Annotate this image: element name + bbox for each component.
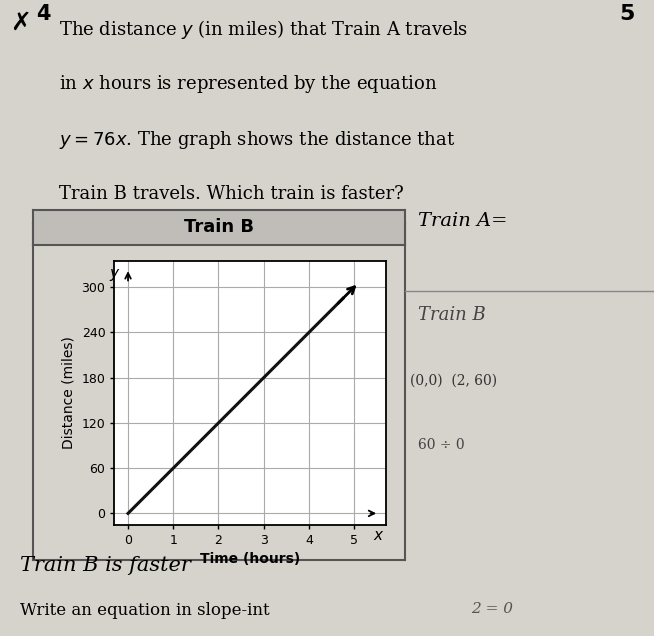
Text: Train B travels. Which train is faster?: Train B travels. Which train is faster? [59,184,404,203]
Text: 60 ÷ 0: 60 ÷ 0 [418,438,464,452]
X-axis label: Time (hours): Time (hours) [200,552,300,566]
Text: y: y [109,266,118,281]
Text: 2 = 0: 2 = 0 [471,602,513,616]
Text: in $x$ hours is represented by the equation: in $x$ hours is represented by the equat… [59,73,438,95]
Text: Train B is faster: Train B is faster [20,556,190,575]
Text: Train B: Train B [184,218,254,237]
Text: 5: 5 [619,4,634,24]
Text: The distance $y$ (in miles) that Train A travels: The distance $y$ (in miles) that Train A… [59,18,468,41]
Text: x: x [373,528,382,543]
Text: Write an equation in slope-int: Write an equation in slope-int [20,602,269,619]
Text: Train B: Train B [418,306,486,324]
Text: $y = 76x$. The graph shows the distance that: $y = 76x$. The graph shows the distance … [59,129,455,151]
Text: 4: 4 [36,4,50,24]
Text: (0,0)  (2, 60): (0,0) (2, 60) [411,373,498,387]
Y-axis label: Distance (miles): Distance (miles) [62,336,76,449]
Text: Train A=: Train A= [418,212,508,230]
Text: ✗: ✗ [10,11,31,35]
